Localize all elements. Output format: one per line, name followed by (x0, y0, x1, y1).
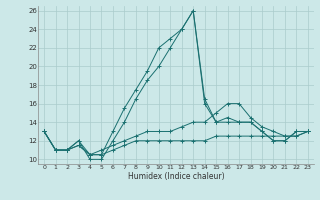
X-axis label: Humidex (Indice chaleur): Humidex (Indice chaleur) (128, 172, 224, 181)
